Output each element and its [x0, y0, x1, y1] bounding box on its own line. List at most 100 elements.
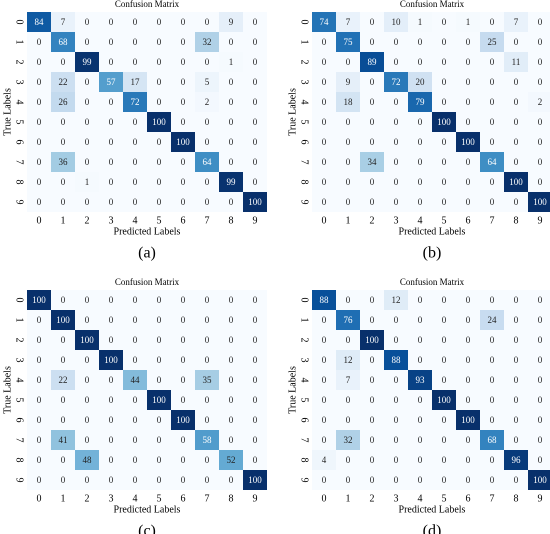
heatmap-cell	[243, 132, 267, 152]
cell-label: 0	[466, 177, 471, 187]
heatmap-cell	[99, 310, 123, 330]
heatmap-cell	[360, 430, 384, 450]
cell-label: 0	[442, 355, 447, 365]
heatmap-cell	[219, 172, 243, 192]
heatmap-cell	[384, 152, 408, 172]
y-tick-label: 0	[14, 20, 25, 25]
heatmap-cell	[528, 12, 550, 32]
cell-label: 0	[205, 335, 210, 345]
cell-label: 0	[490, 295, 495, 305]
heatmap-cell	[75, 112, 99, 132]
cell-label: 0	[370, 435, 375, 445]
cell-label: 0	[157, 315, 162, 325]
cell-label: 0	[253, 17, 258, 27]
heatmap-cell	[312, 310, 336, 330]
heatmap-cell	[432, 310, 456, 330]
heatmap-cell	[312, 92, 336, 112]
heatmap-cell	[384, 370, 408, 390]
heatmap-cell	[360, 72, 384, 92]
cell-label: 0	[394, 137, 399, 147]
heatmap-cell	[27, 410, 51, 430]
cell-label: 0	[109, 395, 114, 405]
heatmap-cell	[123, 470, 147, 490]
heatmap-cell	[243, 32, 267, 52]
heatmap-cell	[195, 290, 219, 310]
cell-label: 0	[133, 395, 138, 405]
y-tick-label: 1	[14, 318, 25, 323]
heatmap-cell	[51, 350, 75, 370]
cell-label: 0	[490, 355, 495, 365]
heatmap-cell	[51, 32, 75, 52]
y-tick-label: 4	[299, 100, 310, 105]
cell-label: 34	[368, 157, 378, 167]
heatmap-cell	[195, 32, 219, 52]
cell-label: 0	[370, 295, 375, 305]
heatmap-cell	[219, 52, 243, 72]
heatmap-cell	[147, 172, 171, 192]
heatmap-cell	[195, 52, 219, 72]
heatmap-cell	[456, 310, 480, 330]
heatmap-cell	[99, 172, 123, 192]
heatmap-cell	[51, 192, 75, 212]
x-tick-label: 0	[37, 215, 42, 226]
cell-label: 0	[37, 77, 42, 87]
cell-label: 0	[229, 295, 234, 305]
heatmap-cell	[195, 112, 219, 132]
heatmap-cell	[336, 92, 360, 112]
heatmap-cell	[528, 172, 550, 192]
cell-label: 36	[59, 157, 69, 167]
x-tick-label: 8	[229, 493, 234, 504]
heatmap-cell	[219, 410, 243, 430]
heatmap-cell	[336, 152, 360, 172]
heatmap-cell	[243, 52, 267, 72]
heatmap-cell	[504, 52, 528, 72]
y-tick-label: 2	[14, 60, 25, 65]
x-axis-label: Predicted Labels	[399, 504, 466, 515]
heatmap-cell	[480, 290, 504, 310]
heatmap-cell	[27, 192, 51, 212]
heatmap-cell	[456, 450, 480, 470]
heatmap-cell	[408, 350, 432, 370]
heatmap-cell	[528, 52, 550, 72]
heatmap-cell	[195, 310, 219, 330]
cell-label: 0	[490, 335, 495, 345]
heatmap-cell	[408, 32, 432, 52]
y-tick-label: 9	[14, 200, 25, 205]
heatmap-cell	[51, 290, 75, 310]
heatmap-cell	[123, 410, 147, 430]
cell-label: 0	[322, 137, 327, 147]
cell-label: 0	[490, 17, 495, 27]
cell-label: 0	[418, 315, 423, 325]
cell-label: 68	[59, 37, 69, 47]
cell-label: 0	[538, 77, 543, 87]
heatmap-cell	[147, 32, 171, 52]
heatmap-cell	[432, 192, 456, 212]
heatmap-cell	[336, 290, 360, 310]
cell-label: 0	[181, 57, 186, 67]
cell-label: 0	[490, 97, 495, 107]
cell-label: 20	[416, 77, 426, 87]
heatmap-cell	[384, 410, 408, 430]
x-tick-label: 3	[109, 215, 114, 226]
heatmap-cell	[480, 390, 504, 410]
cell-label: 0	[442, 137, 447, 147]
heatmap-cell	[312, 112, 336, 132]
cell-label: 0	[370, 475, 375, 485]
x-tick-label: 4	[418, 493, 423, 504]
cell-label: 0	[490, 77, 495, 87]
cell-label: 0	[322, 475, 327, 485]
heatmap-cell	[360, 350, 384, 370]
heatmap-cell	[456, 52, 480, 72]
heatmap-cell	[360, 132, 384, 152]
heatmap-cell	[123, 450, 147, 470]
cell-label: 0	[442, 455, 447, 465]
heatmap-cell	[336, 390, 360, 410]
cell-label: 0	[205, 177, 210, 187]
heatmap-cell	[480, 450, 504, 470]
cell-label: 0	[538, 17, 543, 27]
cell-label: 0	[394, 435, 399, 445]
cell-label: 0	[85, 395, 90, 405]
cell-label: 0	[157, 435, 162, 445]
x-tick-label: 3	[109, 493, 114, 504]
heatmap-cell	[51, 12, 75, 32]
